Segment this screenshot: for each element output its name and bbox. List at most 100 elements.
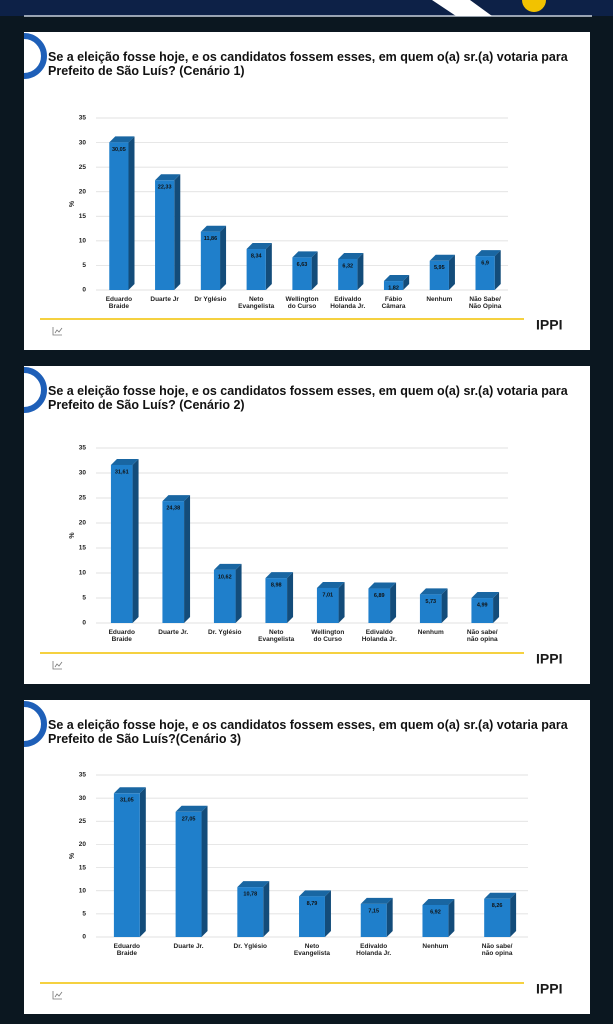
bar-top — [213, 563, 242, 570]
bar-side — [128, 136, 135, 290]
y-tick-label: 10 — [79, 887, 87, 894]
data-label: 5,95 — [434, 265, 445, 271]
bar-top — [110, 458, 139, 465]
bar-top — [429, 254, 455, 261]
x-tick-label: Wellington do Curso — [285, 296, 319, 310]
y-tick-label: 25 — [79, 164, 87, 171]
y-tick-label: 35 — [79, 772, 87, 779]
y-axis-label: % — [69, 200, 76, 207]
x-tick-label: Neto Evangelista — [293, 943, 331, 957]
panel-ring — [23, 701, 47, 747]
brand-logo: IPPI — [536, 651, 562, 667]
bar-side — [448, 898, 455, 937]
bar-side — [287, 572, 294, 623]
bar-side — [386, 897, 393, 937]
bar — [213, 569, 236, 623]
panel-ring — [23, 367, 47, 413]
bar-side — [201, 805, 208, 937]
y-axis-label: % — [69, 532, 76, 539]
banner-shape — [432, 0, 492, 16]
x-tick-label: Não sabe/ não opina — [466, 629, 498, 643]
brand-logo: IPPI — [536, 317, 562, 333]
y-tick-label: 5 — [82, 595, 86, 602]
y-tick-label: 5 — [82, 262, 86, 269]
data-label: 11,86 — [204, 236, 217, 242]
y-tick-label: 0 — [82, 934, 86, 941]
bar — [383, 281, 404, 290]
x-tick-label: Dr Yglésio — [194, 296, 227, 303]
bar-side — [139, 787, 146, 937]
data-label: 6,63 — [297, 262, 308, 268]
bar-top — [237, 881, 270, 888]
bar-top — [292, 251, 318, 258]
bar — [419, 594, 442, 623]
chart-title: Se a eleição fosse hoje, e os candidatos… — [48, 50, 568, 78]
bar — [113, 793, 140, 937]
data-label: 6,32 — [342, 263, 353, 269]
x-tick-label: Nenhum — [417, 629, 444, 636]
y-tick-label: 30 — [79, 795, 87, 802]
y-tick-label: 0 — [82, 287, 86, 294]
bar — [360, 903, 387, 937]
y-tick-label: 10 — [79, 570, 87, 577]
bar — [265, 578, 288, 623]
y-tick-label: 5 — [82, 911, 86, 918]
data-label: 1,82 — [388, 286, 399, 292]
y-tick-label: 15 — [79, 545, 87, 552]
bar-top — [162, 495, 191, 502]
bar-side — [184, 495, 191, 623]
bar — [110, 464, 133, 623]
bar-side — [403, 275, 410, 290]
bar-top — [338, 252, 364, 259]
x-tick-label: Fábio Câmara — [381, 296, 406, 310]
y-tick-label: 30 — [79, 470, 87, 477]
bar — [429, 260, 449, 290]
bar-top — [109, 136, 135, 143]
bar — [475, 256, 495, 290]
y-tick-label: 15 — [79, 213, 87, 220]
bar — [338, 258, 358, 290]
bar-side — [441, 588, 448, 623]
bar-top — [200, 225, 227, 232]
x-tick-label: Eduardo Braide — [105, 296, 133, 310]
data-label: 31,61 — [115, 469, 129, 475]
data-label: 4,99 — [477, 603, 488, 609]
bar-side — [235, 563, 242, 623]
y-tick-label: 35 — [79, 115, 87, 122]
y-tick-label: 25 — [79, 495, 87, 502]
x-tick-label: Wellington do Curso — [311, 629, 345, 643]
bar-top — [422, 898, 455, 905]
y-tick-label: 10 — [79, 238, 87, 245]
x-tick-label: Eduardo Braide — [113, 943, 141, 957]
bar-side — [357, 252, 364, 290]
bar-side — [263, 881, 270, 937]
bar — [175, 811, 202, 937]
bar-side — [494, 250, 501, 290]
bar-top — [383, 275, 410, 282]
y-tick-label: 0 — [82, 620, 86, 627]
bar-top — [475, 250, 501, 257]
bar — [484, 898, 511, 937]
x-tick-label: Edivaldo Holanda Jr. — [330, 296, 366, 310]
data-label: 7,15 — [368, 908, 379, 914]
bar-top — [360, 897, 393, 904]
bar-top — [265, 572, 294, 579]
x-tick-label: Edivaldo Holanda Jr. — [361, 629, 397, 643]
x-tick-label: Não sabe/ não opina — [481, 943, 513, 957]
bar-top — [155, 174, 181, 181]
x-tick-label: Nenhum — [422, 943, 449, 950]
bar — [422, 904, 449, 937]
bar-top — [368, 582, 397, 589]
x-tick-label: Eduardo Braide — [108, 629, 135, 643]
chart-icon — [52, 327, 63, 336]
data-label: 7,01 — [322, 592, 333, 598]
y-tick-label: 35 — [79, 445, 87, 452]
y-tick-label: 20 — [79, 188, 87, 195]
bar-top — [316, 581, 345, 588]
data-label: 22,33 — [158, 185, 172, 191]
bar-side — [493, 592, 500, 623]
x-tick-label: Duarte Jr. — [173, 943, 204, 950]
data-label: 8,79 — [307, 901, 318, 907]
